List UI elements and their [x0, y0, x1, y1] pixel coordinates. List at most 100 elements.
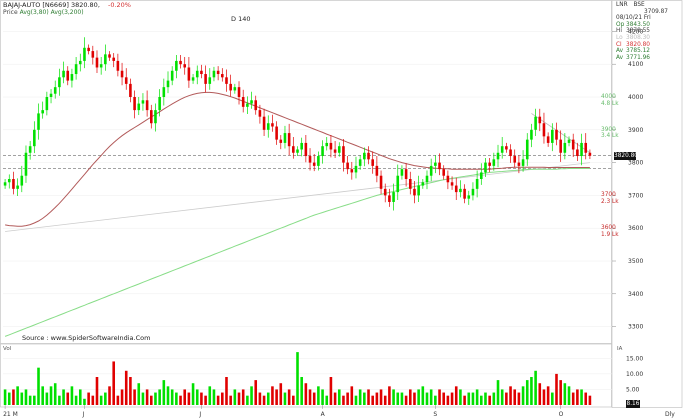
- volume-bar: [20, 392, 24, 405]
- volume-bar: [204, 395, 207, 405]
- volume-bar: [24, 389, 28, 405]
- candle-body: [258, 110, 262, 117]
- volume-bar: [329, 377, 333, 405]
- price-tick-label: 3600: [628, 225, 643, 232]
- candle-body: [28, 146, 32, 153]
- volume-bar: [446, 395, 450, 405]
- volume-bar: [212, 389, 216, 405]
- volume-bar: [317, 386, 320, 405]
- volume-bar: [534, 370, 537, 405]
- candle-body: [195, 70, 199, 78]
- volume-bar: [559, 380, 562, 405]
- volume-bar: [175, 392, 178, 405]
- ohlc-row-value: 3771.96: [626, 54, 650, 61]
- candle-body: [300, 142, 303, 150]
- candle-body: [317, 156, 320, 166]
- sr-quantity: 3.4 Lk: [601, 133, 619, 140]
- volume-bar: [133, 389, 136, 405]
- candle-body: [379, 175, 383, 189]
- volume-bar: [162, 380, 166, 405]
- candle-body: [567, 139, 571, 143]
- volume-bar: [99, 395, 103, 405]
- volume-bar: [400, 392, 404, 405]
- ohlc-row-value: 3878.55: [626, 28, 650, 35]
- grid-layer: [0, 0, 683, 408]
- volume-tick-label: 10.00: [626, 371, 643, 378]
- volume-bar: [191, 383, 195, 405]
- volume-bar: [78, 389, 82, 405]
- candle-body: [108, 54, 111, 58]
- candle-body: [204, 74, 207, 84]
- volume-bar: [104, 392, 107, 405]
- candle-body: [421, 182, 425, 186]
- volume-bar: [3, 389, 7, 405]
- candle-body: [275, 126, 278, 140]
- candle-body: [337, 146, 341, 153]
- volume-bar: [221, 392, 224, 405]
- candle-body: [509, 149, 512, 157]
- chart-annotation: D 140: [231, 15, 251, 23]
- volume-panel-frame: [0, 343, 612, 408]
- candle-body: [166, 80, 170, 88]
- sr-price: 3600: [601, 225, 616, 232]
- candle-body: [241, 97, 245, 107]
- scale-label: LNR: [616, 2, 628, 8]
- ohlc-row-value: 3820.80: [626, 41, 650, 48]
- volume-bar: [129, 377, 132, 405]
- candle-body: [66, 70, 70, 81]
- volume-bar: [321, 389, 324, 405]
- volume-bar: [187, 392, 191, 405]
- volume-label: Vol: [3, 346, 12, 352]
- volume-bar: [429, 389, 433, 405]
- candle-body: [534, 116, 537, 130]
- candle-body: [342, 146, 345, 163]
- candle-body: [467, 195, 471, 199]
- candle-body: [396, 175, 400, 193]
- volume-bar: [354, 395, 358, 405]
- volume-layer: [3, 352, 592, 405]
- candle-body: [417, 185, 420, 196]
- candle-body: [271, 123, 274, 127]
- candle-body: [104, 54, 107, 65]
- candle-body: [279, 139, 283, 143]
- candle-body: [49, 93, 53, 97]
- sr-quantity: 2.3 Lk: [601, 198, 619, 205]
- x-tick-label: J: [81, 411, 84, 418]
- volume-bar: [250, 386, 253, 405]
- ohlc-row-key: Lo: [616, 34, 623, 41]
- volume-bar: [66, 392, 70, 405]
- volume-bar: [371, 395, 374, 405]
- volume-bar: [459, 389, 462, 405]
- candle-body: [496, 152, 500, 160]
- volume-bar: [7, 392, 11, 405]
- candle-body: [350, 169, 354, 173]
- candle-body: [584, 142, 588, 153]
- volume-bar: [262, 395, 266, 405]
- candle-body: [58, 77, 61, 88]
- volume-bar: [584, 392, 588, 405]
- volume-bar: [571, 392, 575, 405]
- candle-body: [292, 146, 295, 153]
- sr-label-resistance: 3900 3.4 Lk: [601, 127, 619, 140]
- candle-body: [480, 172, 483, 179]
- volume-bar: [421, 386, 425, 405]
- candle-body: [45, 97, 49, 111]
- price-tick-label: 3400: [628, 291, 643, 298]
- volume-bar: [471, 392, 475, 405]
- candle-body: [354, 165, 358, 173]
- volume-bar: [546, 386, 550, 405]
- volume-bar: [530, 377, 533, 405]
- volume-bar: [12, 389, 15, 405]
- candle-body: [505, 146, 508, 150]
- ohlc-panel: LNR BSE 3709.87 08/10/21 Fri Op 3843.50 Hi…: [616, 2, 668, 61]
- volume-bar: [538, 383, 542, 405]
- volume-bar: [225, 377, 228, 405]
- volume-bar: [154, 392, 157, 405]
- ohlc-row: Op 3843.50: [616, 22, 668, 29]
- volume-bar: [434, 395, 437, 405]
- x-tick-label: 21 M: [3, 411, 18, 418]
- volume-bar: [304, 383, 308, 405]
- candle-body: [296, 149, 299, 153]
- candles-layer: [3, 37, 592, 211]
